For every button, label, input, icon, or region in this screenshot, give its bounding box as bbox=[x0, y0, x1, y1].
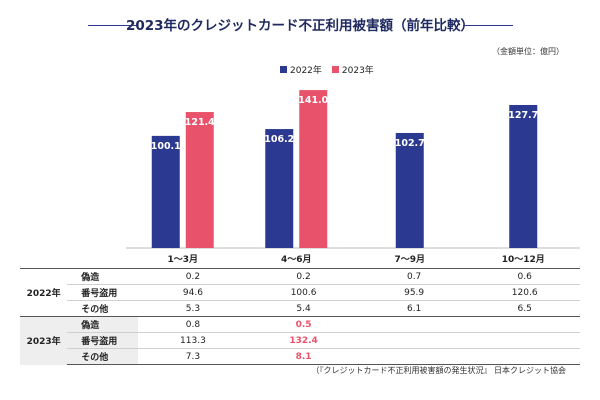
table-cell: 100.6 bbox=[248, 284, 359, 301]
row-label: 番号盗用 bbox=[67, 284, 138, 301]
category-label: 1〜3月 bbox=[167, 254, 198, 265]
row-label: 偽造 bbox=[67, 268, 138, 285]
table-cell: 5.4 bbox=[248, 300, 359, 317]
table-cell: 132.4 bbox=[248, 332, 359, 349]
bar-2022-q2 bbox=[265, 129, 294, 248]
bar-chart: 100.1 121.4 1〜3月 106.2 141.0 4〜6月 102.7 7〜9月 127… bbox=[126, 90, 580, 265]
table-cell: 0.2 bbox=[137, 268, 249, 285]
table-cell: 5.3 bbox=[137, 300, 249, 317]
legend-swatch-2023 bbox=[331, 66, 339, 73]
table-cell bbox=[469, 348, 580, 365]
source-note: （『クレジットカード不正利用被害額の発生状況』 日本クレジット協会 bbox=[311, 366, 566, 375]
legend-item-2022: 2022年 bbox=[280, 63, 322, 76]
category-label: 10〜12月 bbox=[502, 254, 545, 265]
table-cell: 94.6 bbox=[137, 284, 249, 301]
bar-value-label: 106.2 bbox=[264, 134, 294, 145]
bar-2022-q1 bbox=[151, 135, 180, 248]
table-cell bbox=[469, 332, 580, 349]
table-row: 番号盗用 113.3 132.4 bbox=[20, 332, 580, 349]
table-row: その他 7.3 8.1 bbox=[20, 348, 580, 365]
unit-note: （金額単位：億円） bbox=[492, 47, 564, 56]
table-row: その他 5.3 5.4 6.1 6.5 bbox=[20, 300, 580, 317]
legend-item-2023: 2023年 bbox=[331, 63, 374, 76]
table-cell: 0.5 bbox=[248, 316, 359, 333]
table-cell bbox=[358, 348, 470, 365]
table-row: 番号盗用 94.6 100.6 95.9 120.6 bbox=[20, 284, 580, 301]
bar-value-label: 102.7 bbox=[395, 138, 425, 149]
title-line-left bbox=[88, 25, 138, 26]
bar-2023-q1 bbox=[185, 112, 214, 248]
table-cell: 113.3 bbox=[137, 332, 249, 349]
chart-title: 2023年のクレジットカード不正利用被害額（前年比較） bbox=[125, 18, 475, 34]
table-cell: 0.7 bbox=[358, 268, 470, 285]
row-label: 番号盗用 bbox=[67, 332, 138, 349]
table-cell bbox=[469, 316, 580, 333]
bar-value-label: 127.7 bbox=[508, 110, 538, 121]
table-row: 2022年 偽造 0.2 0.2 0.7 0.6 bbox=[20, 268, 580, 317]
bar-value-label: 141.0 bbox=[298, 95, 328, 106]
table-cell: 0.8 bbox=[137, 316, 249, 333]
table-cell: 6.5 bbox=[469, 300, 580, 317]
row-label: その他 bbox=[67, 348, 138, 365]
year-label: 2022年 bbox=[20, 268, 68, 317]
title-row: 2023年のクレジットカード不正利用被害額（前年比較） bbox=[0, 14, 600, 36]
bar-value-label: 100.1 bbox=[151, 141, 181, 152]
table-cell bbox=[358, 332, 470, 349]
table-cell: 0.2 bbox=[248, 268, 359, 285]
title-line-right bbox=[463, 25, 513, 26]
bar-2022-q3 bbox=[395, 132, 424, 248]
table-cell bbox=[358, 316, 470, 333]
category-label: 7〜9月 bbox=[394, 254, 425, 265]
bar-2023-q2 bbox=[299, 90, 328, 248]
table-cell: 95.9 bbox=[358, 284, 470, 301]
bar-2022-q4 bbox=[509, 104, 538, 248]
table-cell: 7.3 bbox=[137, 348, 249, 365]
legend-swatch-2022 bbox=[280, 66, 287, 73]
year-label: 2023年 bbox=[20, 316, 68, 365]
row-label: その他 bbox=[67, 300, 138, 317]
bar-value-label: 121.4 bbox=[185, 117, 215, 128]
row-label: 偽造 bbox=[67, 316, 138, 333]
table-cell: 120.6 bbox=[469, 284, 580, 301]
table-cell: 8.1 bbox=[248, 348, 359, 365]
legend: 2022年 2023年 bbox=[280, 63, 374, 76]
category-label: 4〜6月 bbox=[281, 254, 312, 265]
legend-label-2022: 2022年 bbox=[290, 66, 322, 76]
table-cell: 6.1 bbox=[358, 300, 470, 317]
table-cell: 0.6 bbox=[469, 268, 580, 285]
legend-label-2023: 2023年 bbox=[341, 66, 374, 76]
breakdown-table: 2022年 偽造 0.2 0.2 0.7 0.6 番号盗用 94.6 100.6 95.9 120.… bbox=[20, 268, 580, 365]
table-row: 2023年 偽造 0.8 0.5 bbox=[20, 316, 580, 365]
